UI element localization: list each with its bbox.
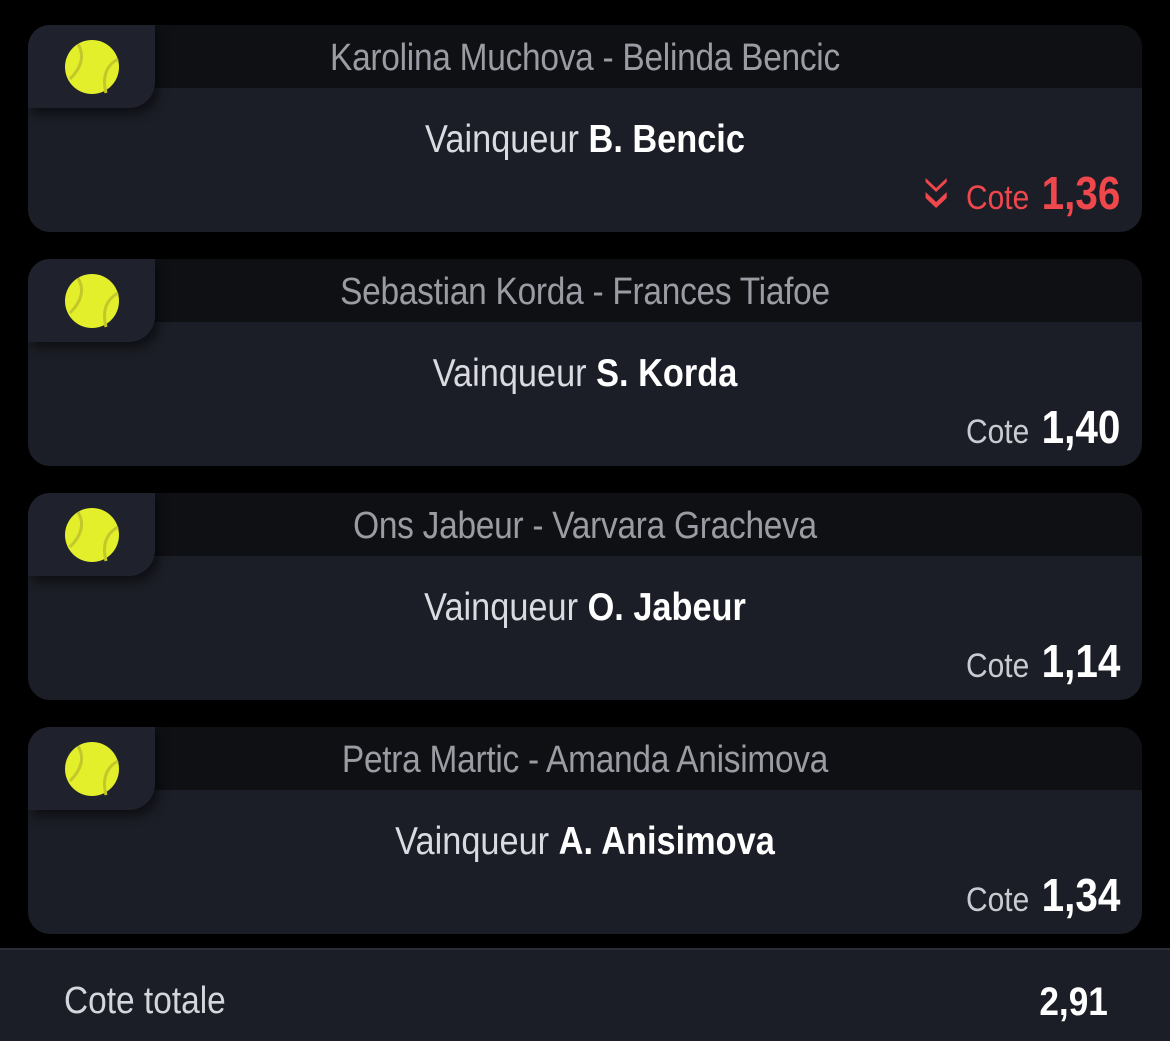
total-odds-label: Cote totale <box>64 980 226 1022</box>
match-title: Karolina Muchova - Belinda Bencic <box>330 37 840 79</box>
match-header <box>28 259 1142 322</box>
market-label: Vainqueur <box>395 820 550 863</box>
market-label: Vainqueur <box>432 352 587 395</box>
pick-name: A. Anisimova <box>558 820 775 863</box>
tennis-ball-icon <box>64 507 120 563</box>
odds-down-icon <box>925 178 947 208</box>
odds-value: 1,40 <box>1041 401 1120 453</box>
bet-selection: Vainqueur O. Jabeur <box>95 586 1075 630</box>
odds-value: 1,36 <box>1041 167 1120 219</box>
odds: Cote 1,34 <box>966 868 1120 922</box>
total-odds-bar: Cote totale 2,91 <box>0 948 1170 1041</box>
bet-selection: Vainqueur B. Bencic <box>95 118 1075 162</box>
odds-label: Cote <box>965 179 1029 217</box>
bet-card[interactable]: Sebastian Korda - Frances Tiafoe Vainque… <box>28 259 1142 466</box>
bet-selection: Vainqueur S. Korda <box>95 352 1075 396</box>
match-header <box>28 727 1142 790</box>
pick-name: B. Bencic <box>588 118 745 161</box>
bet-card[interactable]: Karolina Muchova - Belinda Bencic Vainqu… <box>28 25 1142 232</box>
odds-label: Cote <box>965 881 1029 919</box>
odds-label: Cote <box>965 413 1029 451</box>
odds: Cote 1,14 <box>966 634 1120 688</box>
odds: Cote 1,36 <box>923 166 1120 220</box>
odds-value: 1,14 <box>1041 635 1120 687</box>
match-header <box>28 25 1142 88</box>
tennis-ball-icon <box>64 273 120 329</box>
market-label: Vainqueur <box>424 586 579 629</box>
bet-card[interactable]: Petra Martic - Amanda Anisimova Vainqueu… <box>28 727 1142 934</box>
odds: Cote 1,40 <box>966 400 1120 454</box>
bet-selection: Vainqueur A. Anisimova <box>95 820 1075 864</box>
pick-name: O. Jabeur <box>587 586 746 629</box>
tennis-ball-icon <box>64 39 120 95</box>
match-header <box>28 493 1142 556</box>
match-title: Sebastian Korda - Frances Tiafoe <box>340 271 830 313</box>
total-odds-value: 2,91 <box>1039 980 1108 1024</box>
sport-tile <box>28 493 155 576</box>
sport-tile <box>28 25 155 108</box>
market-label: Vainqueur <box>425 118 579 161</box>
sport-tile <box>28 727 155 810</box>
odds-value: 1,34 <box>1041 869 1120 921</box>
match-title: Ons Jabeur - Varvara Gracheva <box>353 505 817 547</box>
sport-tile <box>28 259 155 342</box>
match-title: Petra Martic - Amanda Anisimova <box>341 739 829 781</box>
tennis-ball-icon <box>64 741 120 797</box>
pick-name: S. Korda <box>596 352 738 395</box>
odds-label: Cote <box>965 647 1029 685</box>
bet-card[interactable]: Ons Jabeur - Varvara Gracheva Vainqueur … <box>28 493 1142 700</box>
